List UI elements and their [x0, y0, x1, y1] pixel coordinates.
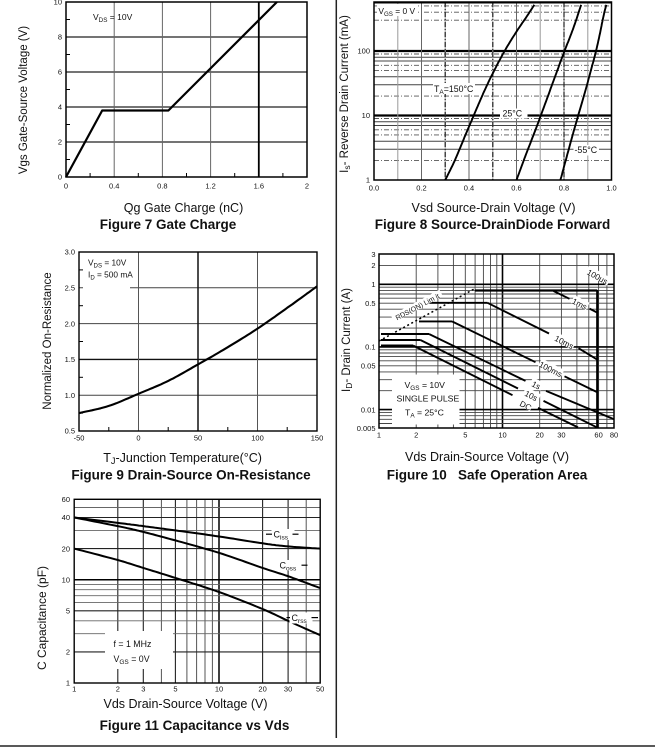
- svg-text:30: 30: [284, 685, 292, 694]
- svg-text:5: 5: [66, 607, 70, 616]
- svg-text:VDS​ = 10V: VDS​ = 10V: [88, 258, 127, 270]
- svg-text:0: 0: [58, 173, 62, 182]
- svg-text:Figure 8 Source-DrainDiode For: Figure 8 Source-DrainDiode Forward: [375, 217, 611, 232]
- svg-text:1.6: 1.6: [254, 182, 264, 191]
- svg-text:0.8: 0.8: [157, 182, 167, 191]
- svg-text:20: 20: [62, 544, 70, 553]
- svg-text:20: 20: [258, 685, 266, 694]
- svg-text:100: 100: [251, 434, 264, 443]
- svg-text:30: 30: [557, 431, 565, 440]
- svg-text:f = 1 MHz: f = 1 MHz: [114, 639, 152, 649]
- svg-text:0.2: 0.2: [416, 184, 426, 193]
- svg-text:150: 150: [311, 434, 324, 443]
- svg-text:0.8: 0.8: [559, 184, 569, 193]
- svg-text:50: 50: [316, 685, 324, 694]
- svg-text:VGS​ = 0 V: VGS​ = 0 V: [378, 6, 415, 18]
- svg-text:Vsd Source-Drain Voltage (V): Vsd Source-Drain Voltage (V): [412, 201, 576, 215]
- svg-text:2: 2: [371, 261, 375, 270]
- svg-text:80: 80: [610, 431, 618, 440]
- svg-text:VGS​ = 10V: VGS​ = 10V: [405, 380, 446, 392]
- svg-text:10: 10: [62, 575, 70, 584]
- svg-text:60: 60: [62, 495, 70, 504]
- svg-text:1: 1: [366, 176, 370, 185]
- svg-text:Vds Drain-Source Voltage (V): Vds Drain-Source Voltage (V): [405, 450, 569, 464]
- svg-text:10: 10: [498, 431, 506, 440]
- svg-text:1: 1: [72, 685, 76, 694]
- svg-text:10: 10: [362, 111, 370, 120]
- svg-text:Figure 11 Capacitance vs Vds: Figure 11 Capacitance vs Vds: [100, 718, 290, 733]
- svg-text:2: 2: [305, 182, 309, 191]
- svg-text:1.5: 1.5: [65, 355, 75, 364]
- svg-text:0.05: 0.05: [361, 362, 376, 371]
- svg-text:Figure 7 Gate Charge: Figure 7 Gate Charge: [100, 217, 237, 232]
- svg-text:2.0: 2.0: [65, 319, 75, 328]
- svg-text:0.4: 0.4: [109, 182, 119, 191]
- svg-text:-55°C: -55°C: [575, 145, 598, 155]
- svg-text:ID​- Drain Current (A): ID​- Drain Current (A): [341, 288, 354, 392]
- svg-text:Ciss​: Ciss​: [274, 530, 289, 542]
- svg-text:3: 3: [141, 685, 145, 694]
- svg-text:5: 5: [173, 685, 177, 694]
- svg-text:10: 10: [54, 0, 62, 7]
- svg-text:1: 1: [66, 679, 70, 688]
- svg-text:0.0: 0.0: [369, 184, 379, 193]
- svg-text:ID​ = 500 mA: ID​ = 500 mA: [88, 270, 133, 282]
- svg-text:0.01: 0.01: [361, 405, 376, 414]
- svg-text:0.4: 0.4: [464, 184, 474, 193]
- svg-text:Figure 9 Drain-Source On-Resis: Figure 9 Drain-Source On-Resistance: [71, 468, 311, 483]
- svg-text:2: 2: [116, 685, 120, 694]
- svg-text:1.0: 1.0: [65, 391, 75, 400]
- svg-text:2: 2: [66, 648, 70, 657]
- svg-text:0.5: 0.5: [65, 427, 75, 436]
- svg-text:TJ​-Junction Temperature(°C): TJ​-Junction Temperature(°C): [103, 451, 262, 466]
- svg-text:VGS​ = 0V: VGS​ = 0V: [114, 654, 150, 666]
- svg-text:0.1: 0.1: [365, 343, 375, 352]
- svg-text:2.5: 2.5: [65, 284, 75, 293]
- svg-text:100: 100: [357, 47, 370, 56]
- svg-text:6: 6: [58, 68, 62, 77]
- svg-text:3.0: 3.0: [65, 248, 75, 257]
- svg-text:20: 20: [536, 431, 544, 440]
- svg-text:Vgs Gate-Source Voltage (V): Vgs Gate-Source Voltage (V): [18, 26, 30, 174]
- svg-text:50: 50: [194, 434, 202, 443]
- svg-text:TA​ = 25°C: TA​ = 25°C: [405, 407, 444, 419]
- svg-text:40: 40: [62, 513, 70, 522]
- svg-text:Normalized On-Resistance: Normalized On-Resistance: [42, 272, 54, 409]
- svg-text:1: 1: [377, 431, 381, 440]
- svg-text:SINGLE PULSE: SINGLE PULSE: [397, 393, 460, 403]
- svg-text:3: 3: [371, 250, 375, 259]
- svg-text:Coss​: Coss​: [280, 561, 297, 573]
- svg-text:0: 0: [64, 182, 68, 191]
- svg-text:Figure 10 Safe Operation Are: Figure 10 Safe Operation Area: [387, 468, 588, 483]
- svg-text:Crss​: Crss​: [292, 613, 308, 625]
- svg-text:2: 2: [414, 431, 418, 440]
- svg-text:10: 10: [215, 685, 223, 694]
- svg-text:-50: -50: [74, 434, 85, 443]
- svg-text:1: 1: [371, 280, 375, 289]
- svg-text:2: 2: [58, 138, 62, 147]
- svg-text:1.0: 1.0: [606, 184, 616, 193]
- svg-text:TA​=150°C: TA​=150°C: [434, 84, 474, 96]
- svg-text:25°C: 25°C: [503, 109, 523, 119]
- svg-text:0.6: 0.6: [511, 184, 521, 193]
- svg-text:Vds Drain-Source Voltage (V): Vds Drain-Source Voltage (V): [104, 697, 268, 711]
- svg-text:1.2: 1.2: [205, 182, 215, 191]
- svg-text:Is​- Reverse Drain Current (mA: Is​- Reverse Drain Current (mA): [339, 15, 352, 173]
- svg-text:8: 8: [58, 33, 62, 42]
- svg-text:0: 0: [136, 434, 140, 443]
- svg-text:1s: 1s: [530, 380, 542, 392]
- svg-text:0.5: 0.5: [365, 299, 375, 308]
- svg-text:60: 60: [594, 431, 602, 440]
- svg-text:Qg Gate Charge (nC): Qg Gate Charge (nC): [124, 201, 244, 215]
- svg-text:5: 5: [463, 431, 467, 440]
- svg-text:0.005: 0.005: [357, 424, 376, 433]
- svg-text:4: 4: [58, 103, 62, 112]
- svg-text:VDS​ = 10V: VDS​ = 10V: [93, 12, 133, 24]
- svg-text:C Capacitance (pF): C Capacitance (pF): [35, 566, 49, 670]
